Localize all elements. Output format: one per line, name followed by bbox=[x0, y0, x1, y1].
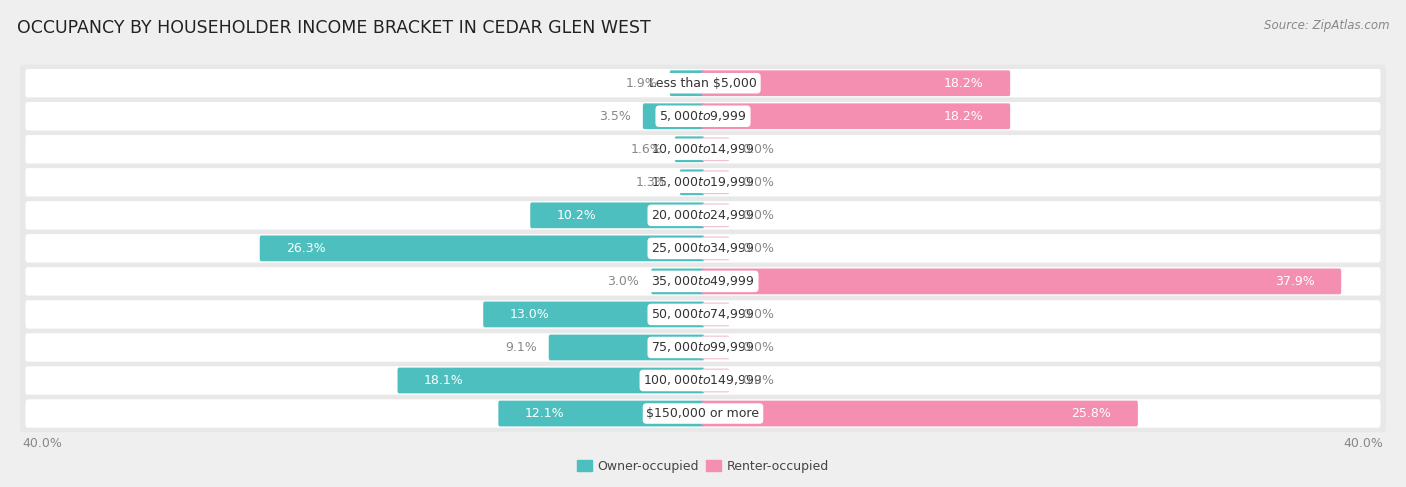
Text: $15,000 to $19,999: $15,000 to $19,999 bbox=[651, 175, 755, 189]
Text: 0.0%: 0.0% bbox=[741, 209, 773, 222]
FancyBboxPatch shape bbox=[25, 399, 1381, 428]
Text: 0.0%: 0.0% bbox=[741, 374, 773, 387]
Text: 25.8%: 25.8% bbox=[1071, 407, 1111, 420]
FancyBboxPatch shape bbox=[702, 237, 730, 260]
Text: $20,000 to $24,999: $20,000 to $24,999 bbox=[651, 208, 755, 223]
Text: 0.0%: 0.0% bbox=[741, 143, 773, 156]
Text: 10.2%: 10.2% bbox=[557, 209, 596, 222]
FancyBboxPatch shape bbox=[675, 136, 704, 162]
Text: 9.1%: 9.1% bbox=[505, 341, 537, 354]
FancyBboxPatch shape bbox=[25, 333, 1381, 362]
Text: 3.5%: 3.5% bbox=[599, 110, 631, 123]
FancyBboxPatch shape bbox=[20, 395, 1386, 432]
Text: 0.0%: 0.0% bbox=[741, 308, 773, 321]
FancyBboxPatch shape bbox=[702, 137, 730, 161]
FancyBboxPatch shape bbox=[702, 103, 1010, 129]
FancyBboxPatch shape bbox=[548, 335, 704, 360]
FancyBboxPatch shape bbox=[20, 65, 1386, 102]
FancyBboxPatch shape bbox=[20, 296, 1386, 333]
Text: 18.2%: 18.2% bbox=[943, 77, 984, 90]
Text: 18.1%: 18.1% bbox=[425, 374, 464, 387]
FancyBboxPatch shape bbox=[20, 98, 1386, 135]
Text: $25,000 to $34,999: $25,000 to $34,999 bbox=[651, 242, 755, 255]
FancyBboxPatch shape bbox=[398, 368, 704, 393]
FancyBboxPatch shape bbox=[498, 401, 704, 427]
FancyBboxPatch shape bbox=[702, 268, 1341, 294]
Text: 0.0%: 0.0% bbox=[741, 176, 773, 189]
FancyBboxPatch shape bbox=[25, 102, 1381, 131]
FancyBboxPatch shape bbox=[530, 203, 704, 228]
Text: 40.0%: 40.0% bbox=[1344, 437, 1384, 450]
Text: 40.0%: 40.0% bbox=[22, 437, 62, 450]
FancyBboxPatch shape bbox=[20, 230, 1386, 267]
FancyBboxPatch shape bbox=[20, 131, 1386, 168]
FancyBboxPatch shape bbox=[702, 70, 1010, 96]
FancyBboxPatch shape bbox=[681, 169, 704, 195]
FancyBboxPatch shape bbox=[20, 197, 1386, 234]
FancyBboxPatch shape bbox=[643, 103, 704, 129]
FancyBboxPatch shape bbox=[702, 204, 730, 227]
Text: Less than $5,000: Less than $5,000 bbox=[650, 77, 756, 90]
FancyBboxPatch shape bbox=[702, 336, 730, 359]
Text: 3.0%: 3.0% bbox=[607, 275, 640, 288]
FancyBboxPatch shape bbox=[25, 69, 1381, 97]
Text: $75,000 to $99,999: $75,000 to $99,999 bbox=[651, 340, 755, 355]
FancyBboxPatch shape bbox=[702, 401, 1137, 427]
Text: 13.0%: 13.0% bbox=[510, 308, 550, 321]
Text: 18.2%: 18.2% bbox=[943, 110, 984, 123]
Text: Source: ZipAtlas.com: Source: ZipAtlas.com bbox=[1264, 19, 1389, 33]
Text: $35,000 to $49,999: $35,000 to $49,999 bbox=[651, 274, 755, 288]
FancyBboxPatch shape bbox=[25, 135, 1381, 164]
FancyBboxPatch shape bbox=[260, 236, 704, 261]
FancyBboxPatch shape bbox=[702, 170, 730, 194]
Text: 37.9%: 37.9% bbox=[1275, 275, 1315, 288]
FancyBboxPatch shape bbox=[702, 369, 730, 393]
FancyBboxPatch shape bbox=[484, 301, 704, 327]
Text: OCCUPANCY BY HOUSEHOLDER INCOME BRACKET IN CEDAR GLEN WEST: OCCUPANCY BY HOUSEHOLDER INCOME BRACKET … bbox=[17, 19, 651, 37]
FancyBboxPatch shape bbox=[25, 300, 1381, 329]
FancyBboxPatch shape bbox=[702, 302, 730, 326]
FancyBboxPatch shape bbox=[20, 263, 1386, 300]
FancyBboxPatch shape bbox=[25, 234, 1381, 262]
FancyBboxPatch shape bbox=[25, 267, 1381, 296]
Text: $10,000 to $14,999: $10,000 to $14,999 bbox=[651, 142, 755, 156]
FancyBboxPatch shape bbox=[25, 168, 1381, 197]
FancyBboxPatch shape bbox=[669, 70, 704, 96]
Text: 26.3%: 26.3% bbox=[287, 242, 326, 255]
FancyBboxPatch shape bbox=[20, 329, 1386, 366]
Text: 0.0%: 0.0% bbox=[741, 341, 773, 354]
Text: 0.0%: 0.0% bbox=[741, 242, 773, 255]
Text: $50,000 to $74,999: $50,000 to $74,999 bbox=[651, 307, 755, 321]
Text: $150,000 or more: $150,000 or more bbox=[647, 407, 759, 420]
Legend: Owner-occupied, Renter-occupied: Owner-occupied, Renter-occupied bbox=[572, 455, 834, 478]
Text: 12.1%: 12.1% bbox=[524, 407, 564, 420]
Text: 1.9%: 1.9% bbox=[626, 77, 658, 90]
FancyBboxPatch shape bbox=[25, 201, 1381, 229]
Text: $5,000 to $9,999: $5,000 to $9,999 bbox=[659, 109, 747, 123]
Text: 1.6%: 1.6% bbox=[631, 143, 662, 156]
FancyBboxPatch shape bbox=[20, 362, 1386, 399]
Text: $100,000 to $149,999: $100,000 to $149,999 bbox=[644, 374, 762, 388]
FancyBboxPatch shape bbox=[651, 268, 704, 294]
FancyBboxPatch shape bbox=[20, 164, 1386, 201]
FancyBboxPatch shape bbox=[25, 366, 1381, 394]
Text: 1.3%: 1.3% bbox=[636, 176, 668, 189]
